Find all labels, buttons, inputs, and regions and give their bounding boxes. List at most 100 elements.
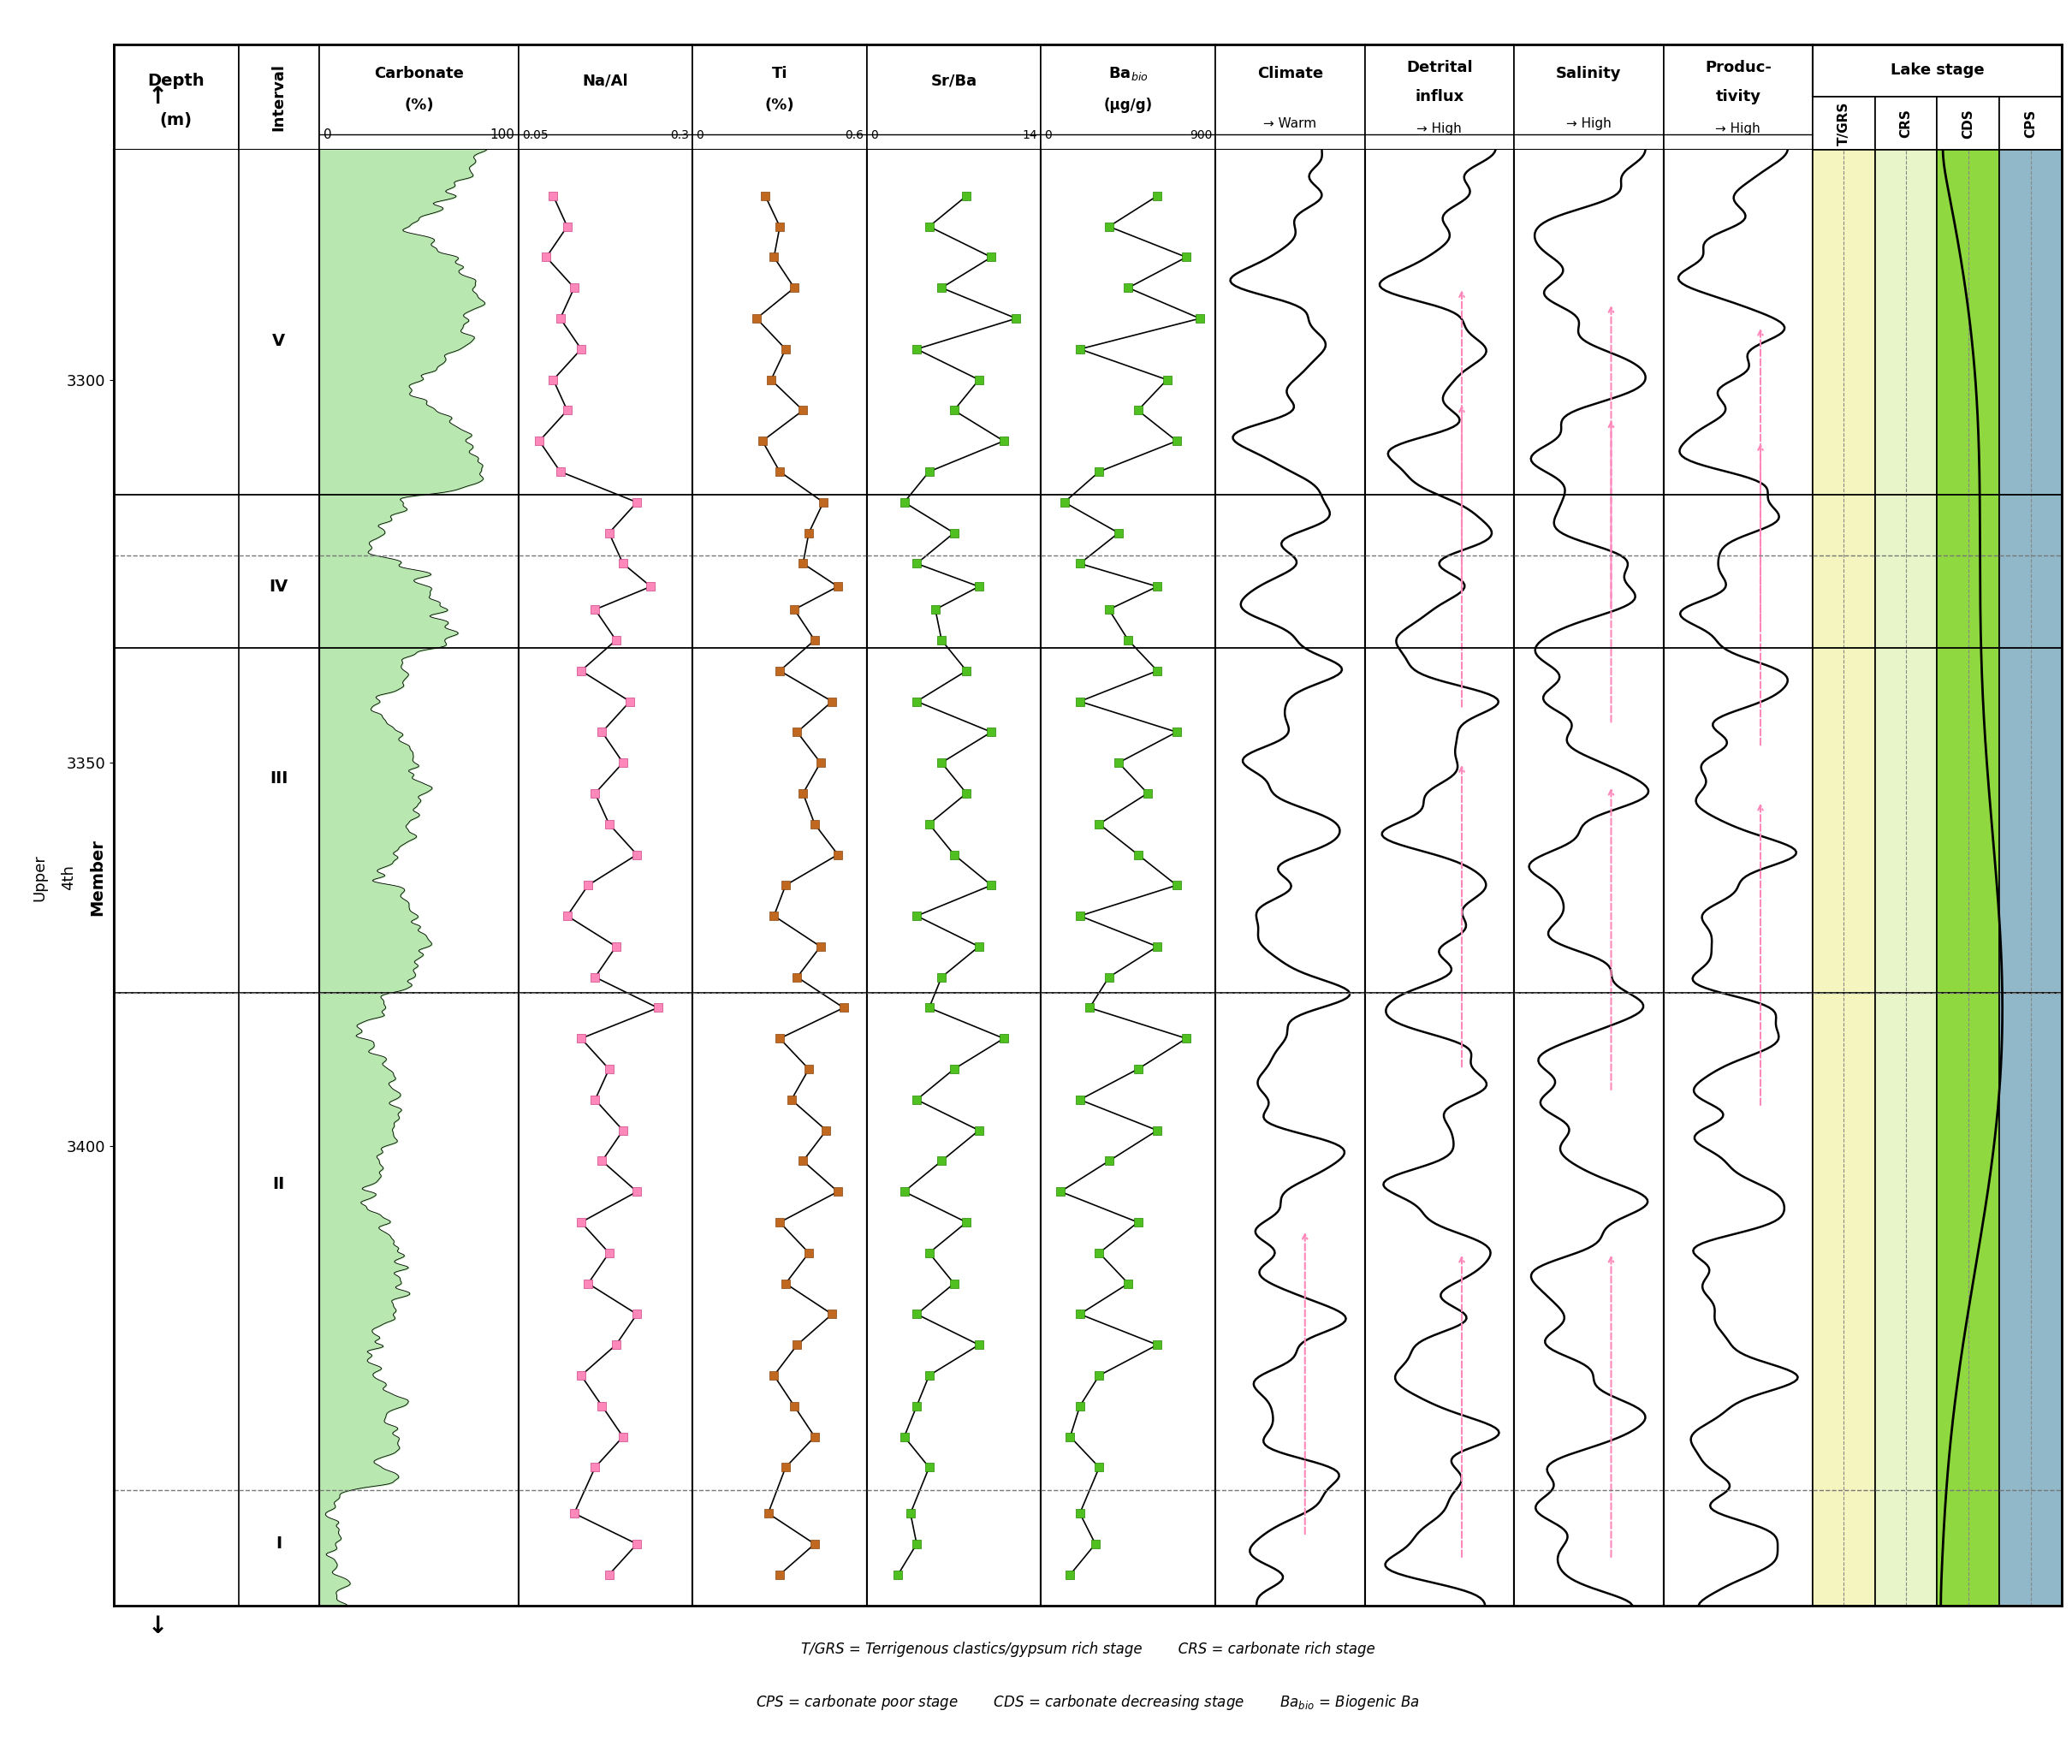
Text: II: II (274, 1177, 286, 1192)
Text: Upper: Upper (31, 854, 48, 901)
Point (769, 1270, 802, 1298)
Text: 0.3: 0.3 (671, 129, 690, 141)
Point (1073, 993, 1106, 1021)
Point (1102, 519, 1135, 547)
Point (1063, 1085, 1096, 1113)
Point (1142, 656, 1175, 684)
Point (586, 718, 620, 746)
Point (557, 1499, 591, 1528)
Point (1131, 780, 1164, 808)
Point (620, 1178, 653, 1207)
Point (924, 273, 957, 302)
Point (1113, 626, 1146, 654)
Point (912, 457, 945, 485)
Point (551, 901, 584, 930)
Point (752, 1499, 785, 1528)
Point (781, 1330, 814, 1358)
Point (748, 182, 781, 210)
Text: 900: 900 (1189, 129, 1212, 141)
Point (564, 1362, 597, 1390)
Point (537, 182, 570, 210)
Text: → High: → High (1716, 122, 1761, 136)
Point (758, 243, 792, 272)
Text: CDS: CDS (1962, 109, 1975, 138)
Point (762, 656, 796, 684)
Point (1160, 871, 1193, 900)
Point (937, 519, 970, 547)
Point (634, 572, 667, 600)
Point (1084, 1238, 1117, 1267)
Point (1048, 489, 1082, 517)
Point (806, 489, 839, 517)
Text: Produc-: Produc- (1705, 60, 1772, 76)
Point (1121, 397, 1154, 425)
Point (564, 335, 597, 363)
Point (1183, 305, 1216, 333)
Text: tivity: tivity (1716, 90, 1761, 104)
Text: CPS: CPS (2024, 109, 2037, 138)
Point (593, 1561, 626, 1589)
Point (787, 1147, 821, 1175)
Text: 0: 0 (696, 129, 704, 141)
Point (912, 1454, 945, 1482)
Point (912, 993, 945, 1021)
Point (762, 457, 796, 485)
Text: Climate: Climate (1258, 65, 1324, 81)
Point (792, 1238, 825, 1267)
Point (792, 1055, 825, 1083)
Text: T/GRS: T/GRS (1838, 102, 1850, 145)
Point (777, 1392, 810, 1420)
Point (1053, 1561, 1086, 1589)
Point (821, 572, 854, 600)
Point (1063, 1300, 1096, 1328)
Point (810, 1117, 843, 1145)
Point (1084, 1362, 1117, 1390)
Text: influx: influx (1415, 90, 1465, 104)
Point (620, 1529, 653, 1558)
Point (1142, 933, 1175, 961)
Point (564, 1208, 597, 1237)
Point (1142, 1330, 1175, 1358)
Text: ↓: ↓ (147, 1614, 168, 1639)
Point (578, 963, 611, 991)
Text: 0.05: 0.05 (522, 129, 549, 141)
Point (881, 1561, 914, 1589)
Point (754, 365, 787, 393)
Point (543, 305, 576, 333)
Point (986, 1025, 1019, 1053)
Point (762, 212, 796, 240)
Text: (m): (m) (160, 113, 193, 129)
Point (937, 840, 970, 868)
Point (1160, 427, 1193, 455)
Point (912, 1238, 945, 1267)
Point (887, 489, 920, 517)
Point (1142, 182, 1175, 210)
Point (620, 489, 653, 517)
Text: Na/Al: Na/Al (582, 74, 628, 88)
Point (572, 871, 605, 900)
Point (593, 1055, 626, 1083)
Point (758, 1362, 792, 1390)
Point (899, 1085, 932, 1113)
Text: Detrital: Detrital (1407, 60, 1473, 76)
Point (578, 1454, 611, 1482)
Text: Sr/Ba: Sr/Ba (930, 74, 978, 88)
Point (1063, 1499, 1096, 1528)
Point (949, 656, 982, 684)
Point (924, 626, 957, 654)
Point (787, 397, 821, 425)
Point (769, 335, 802, 363)
Point (1063, 1392, 1096, 1420)
Point (961, 365, 995, 393)
Text: (%): (%) (404, 97, 433, 113)
Point (1171, 243, 1204, 272)
Point (949, 182, 982, 210)
Point (586, 1147, 620, 1175)
Point (1084, 810, 1117, 838)
Point (740, 305, 773, 333)
Text: Member: Member (89, 840, 106, 916)
Point (974, 718, 1007, 746)
Point (827, 993, 860, 1021)
Point (961, 1330, 995, 1358)
Point (798, 1422, 831, 1450)
